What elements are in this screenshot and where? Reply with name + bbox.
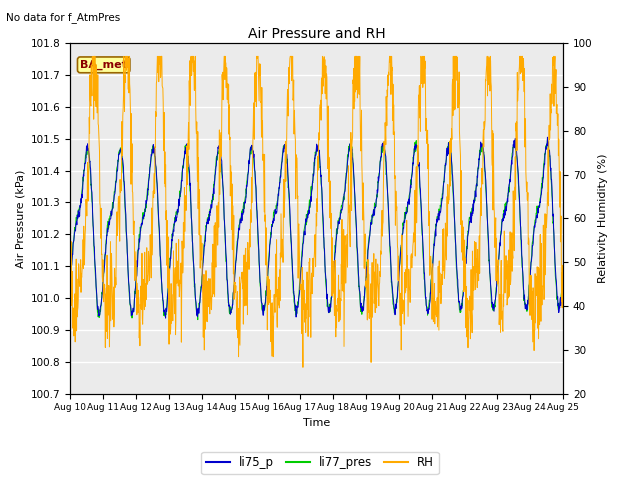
Y-axis label: Air Pressure (kPa): Air Pressure (kPa) (15, 169, 26, 267)
Text: BA_met: BA_met (80, 60, 127, 70)
Text: No data for f_AtmPres: No data for f_AtmPres (6, 12, 121, 23)
Title: Air Pressure and RH: Air Pressure and RH (248, 27, 386, 41)
X-axis label: Time: Time (303, 418, 330, 428)
Legend: li75_p, li77_pres, RH: li75_p, li77_pres, RH (202, 452, 438, 474)
Y-axis label: Relativity Humidity (%): Relativity Humidity (%) (598, 154, 608, 283)
